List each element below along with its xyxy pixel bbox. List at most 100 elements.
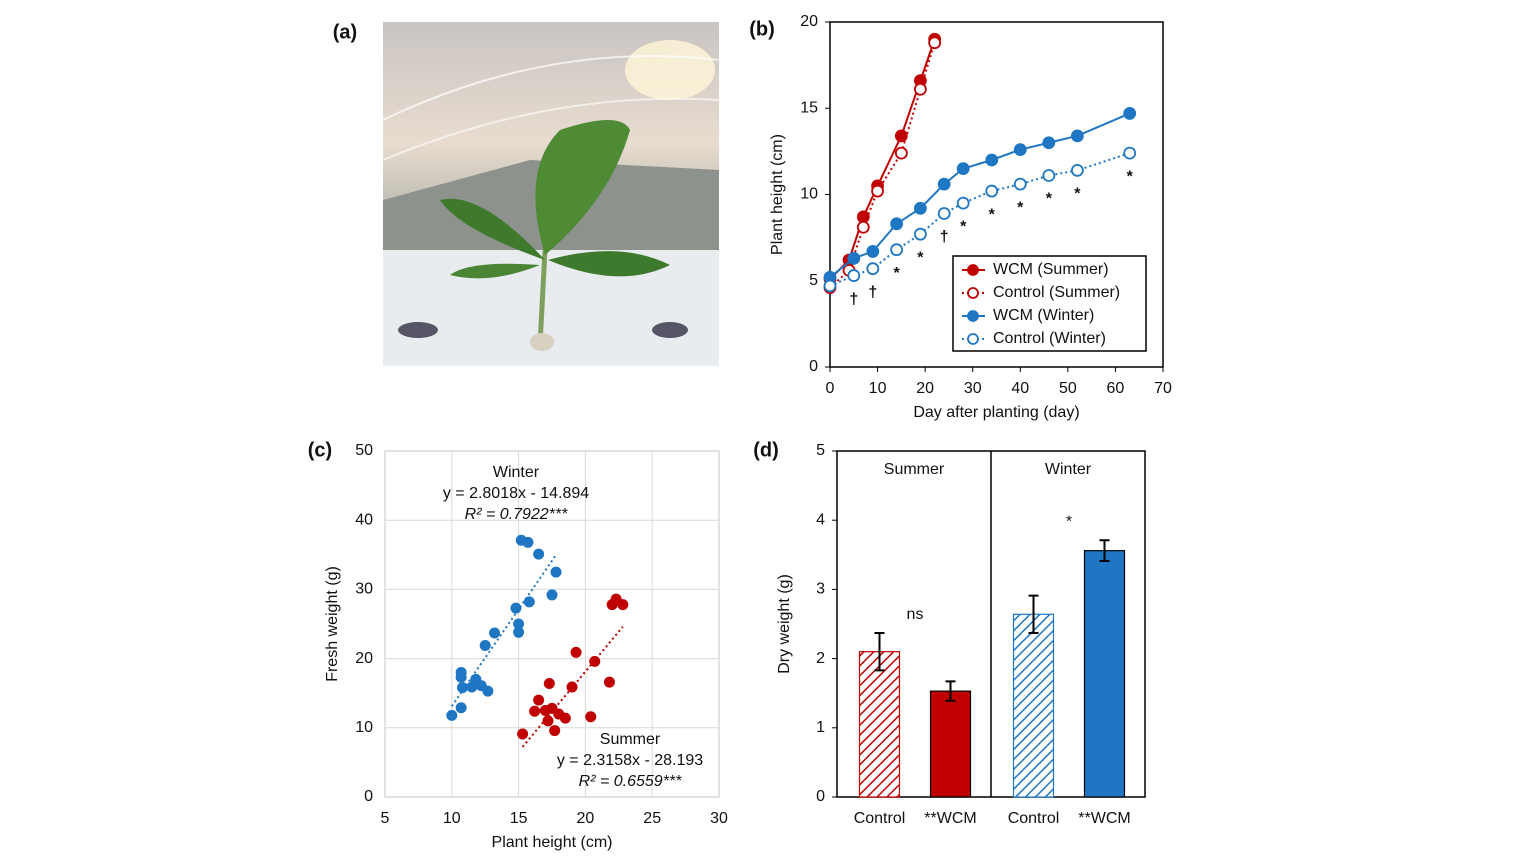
error-bar bbox=[874, 631, 885, 672]
x-tick-label: 10 bbox=[869, 380, 887, 397]
data-point bbox=[455, 702, 467, 714]
significance-mark: ns bbox=[907, 606, 924, 623]
bar bbox=[1012, 613, 1055, 798]
data-point bbox=[956, 196, 970, 210]
x-tick-label: 50 bbox=[1059, 380, 1077, 397]
legend-marker bbox=[967, 333, 979, 345]
data-point bbox=[479, 639, 491, 651]
data-point bbox=[1042, 136, 1056, 150]
data-point bbox=[847, 251, 861, 265]
significance-mark: † bbox=[868, 284, 877, 301]
data-point bbox=[585, 711, 597, 723]
x-tick-label: 0 bbox=[826, 380, 835, 397]
plot-frame bbox=[384, 450, 720, 798]
y-tick-label: 1 bbox=[816, 719, 825, 736]
fit-r2: R² = 0.6559*** bbox=[579, 773, 683, 790]
x-axis-label: Day after planting (day) bbox=[913, 404, 1079, 421]
data-point bbox=[871, 184, 884, 198]
x-tick-label: **WCM bbox=[924, 810, 976, 827]
data-point bbox=[542, 715, 554, 727]
data-point bbox=[937, 177, 951, 191]
data-point bbox=[1042, 169, 1056, 182]
data-point bbox=[1070, 163, 1084, 177]
x-tick-label: 70 bbox=[1154, 380, 1172, 397]
x-tick-label: 25 bbox=[643, 810, 661, 827]
data-point bbox=[937, 207, 951, 220]
y-axis-label: Fresh weight (g) bbox=[324, 566, 341, 682]
legend-marker bbox=[967, 287, 979, 299]
x-tick-label: 15 bbox=[510, 810, 528, 827]
data-point bbox=[890, 243, 903, 257]
data-point bbox=[985, 153, 999, 167]
data-point bbox=[589, 655, 601, 667]
y-tick-label: 4 bbox=[816, 511, 825, 528]
legend-marker bbox=[967, 264, 979, 276]
y-tick-label: 10 bbox=[800, 186, 818, 203]
data-point bbox=[546, 589, 558, 601]
panel-label: (c) bbox=[308, 439, 332, 461]
group-label: Winter bbox=[1045, 461, 1092, 478]
legend-box bbox=[952, 255, 1147, 352]
trend-line bbox=[450, 554, 557, 707]
data-point bbox=[559, 712, 571, 724]
y-axis-label: Plant height (cm) bbox=[769, 134, 786, 255]
x-tick-label: Control bbox=[854, 810, 906, 827]
x-tick-label: 60 bbox=[1107, 380, 1125, 397]
data-point bbox=[985, 184, 999, 198]
data-point bbox=[489, 627, 501, 639]
y-tick-label: 5 bbox=[809, 272, 818, 289]
data-point bbox=[956, 162, 970, 176]
data-point bbox=[866, 245, 880, 258]
significance-mark: * bbox=[1066, 513, 1072, 530]
significance-mark: * bbox=[960, 218, 967, 235]
error-bar bbox=[1099, 539, 1110, 563]
x-tick-label: **WCM bbox=[1078, 810, 1130, 827]
y-tick-label: 2 bbox=[816, 650, 825, 667]
significance-mark: * bbox=[989, 206, 996, 223]
data-point bbox=[823, 279, 837, 293]
panel-label: (a) bbox=[333, 21, 357, 43]
data-point bbox=[913, 227, 927, 241]
data-point bbox=[890, 217, 903, 231]
x-tick-label: Control bbox=[1008, 810, 1060, 827]
data-point bbox=[550, 566, 562, 578]
data-point bbox=[913, 201, 927, 215]
legend-label: WCM (Summer) bbox=[993, 261, 1109, 278]
y-tick-label: 50 bbox=[355, 442, 373, 459]
group-label: Summer bbox=[884, 461, 945, 478]
data-point bbox=[566, 681, 578, 693]
data-point bbox=[1070, 129, 1084, 143]
data-point bbox=[603, 676, 615, 688]
data-point bbox=[549, 725, 561, 737]
x-tick-label: 10 bbox=[443, 810, 461, 827]
data-point bbox=[533, 694, 545, 706]
y-axis-label: Dry weight (g) bbox=[776, 574, 793, 674]
data-point bbox=[482, 685, 494, 697]
significance-mark: † bbox=[849, 291, 858, 308]
error-bar bbox=[1028, 594, 1039, 634]
y-tick-label: 3 bbox=[816, 581, 825, 598]
panel-label: (b) bbox=[749, 18, 775, 40]
y-tick-label: 30 bbox=[355, 581, 373, 598]
x-tick-label: 30 bbox=[964, 380, 982, 397]
fit-equation: y = 2.8018x - 14.894 bbox=[443, 485, 589, 502]
data-point bbox=[1123, 146, 1137, 160]
y-tick-label: 20 bbox=[355, 650, 373, 667]
x-tick-label: 20 bbox=[916, 380, 934, 397]
bar bbox=[858, 651, 901, 798]
y-tick-label: 0 bbox=[364, 788, 373, 805]
data-point bbox=[894, 129, 908, 143]
data-point bbox=[513, 618, 525, 630]
fit-equation: y = 2.3158x - 28.193 bbox=[557, 752, 703, 769]
photo bbox=[382, 22, 720, 366]
significance-mark: * bbox=[1074, 186, 1081, 203]
data-point bbox=[570, 646, 582, 658]
data-point bbox=[517, 728, 529, 740]
y-tick-label: 10 bbox=[355, 719, 373, 736]
x-tick-label: 30 bbox=[710, 810, 728, 827]
legend-marker bbox=[967, 310, 979, 322]
significance-mark: * bbox=[1046, 191, 1053, 208]
data-point bbox=[533, 548, 545, 560]
data-point bbox=[510, 602, 522, 614]
